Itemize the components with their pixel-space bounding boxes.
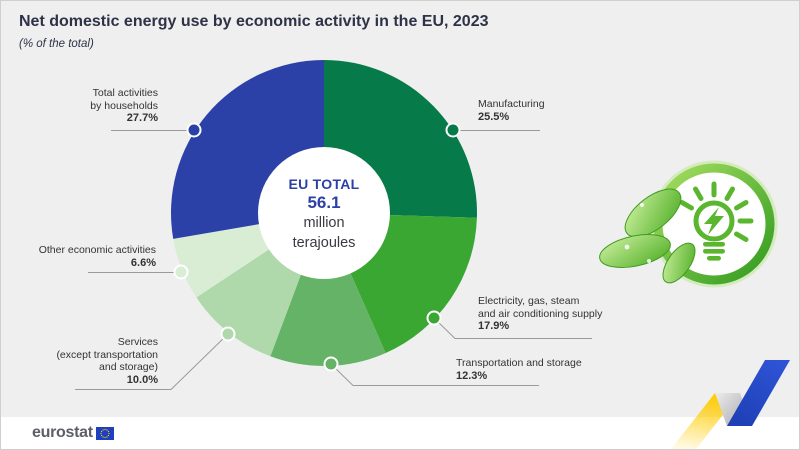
donut-hole — [258, 147, 390, 279]
center-unit-2: terajoules — [292, 234, 356, 251]
zigzag-ribbon-icon — [671, 360, 790, 449]
callout-markers — [173, 122, 461, 372]
label-manufacturing-name: Manufacturing — [478, 98, 545, 110]
label-households: Total activities by households 27.7% — [41, 87, 158, 125]
center-value: 56.1 — [307, 193, 341, 212]
label-other-name: Other economic activities — [38, 244, 156, 256]
donut-center-label: EU TOTAL 56.1 million terajoules — [251, 176, 397, 253]
marker-electricity — [426, 310, 442, 326]
label-transport-pct: 12.3% — [456, 369, 488, 382]
page-title: Net domestic energy use by economic acti… — [19, 13, 489, 30]
label-other-pct: 6.6% — [130, 256, 156, 269]
label-transport-name: Transportation and storage — [456, 357, 582, 369]
label-services: Services (except transportation and stor… — [41, 336, 158, 387]
label-manufacturing: Manufacturing 25.5% — [478, 98, 545, 124]
leader-line-transport — [330, 363, 539, 386]
callout-lines — [75, 130, 592, 390]
leader-line-electricity — [433, 317, 592, 339]
marker-manufacturing — [445, 122, 461, 138]
donut-slice — [270, 213, 386, 366]
marker-other — [173, 264, 189, 280]
leader-line-services — [75, 333, 229, 390]
marker-transport — [323, 356, 339, 372]
eurostat-logo-text: eurostat — [32, 424, 93, 441]
label-services-name: Services (except transportation and stor… — [56, 336, 158, 374]
label-electricity-name: Electricity, gas, steam and air conditio… — [478, 295, 603, 320]
label-transport: Transportation and storage 12.3% — [456, 357, 582, 383]
label-electricity-pct: 17.9% — [478, 320, 510, 333]
page-subtitle: (% of the total) — [19, 38, 94, 50]
leaves-icon — [599, 188, 696, 284]
marker-services — [220, 326, 236, 342]
label-other: Other economic activities 6.6% — [31, 244, 156, 270]
label-services-pct: 10.0% — [126, 373, 158, 386]
bulb-rays-icon — [679, 181, 754, 242]
bulb-base-icon — [703, 242, 725, 261]
lightbulb-icon — [693, 200, 735, 242]
eco-energy-icon — [599, 160, 778, 288]
eurostat-logo[interactable]: eurostat — [32, 424, 114, 442]
label-manufacturing-pct: 25.5% — [478, 110, 510, 123]
center-title: EU TOTAL — [288, 176, 360, 192]
label-households-pct: 27.7% — [126, 112, 158, 125]
center-unit-1: million — [303, 215, 345, 231]
lightning-bolt-icon — [704, 207, 724, 235]
label-electricity: Electricity, gas, steam and air conditio… — [478, 295, 602, 333]
marker-households — [186, 122, 202, 138]
eu-flag-icon — [95, 426, 114, 440]
label-households-name: Total activities by households — [90, 87, 158, 112]
footer-bar: eurostat — [1, 417, 799, 449]
